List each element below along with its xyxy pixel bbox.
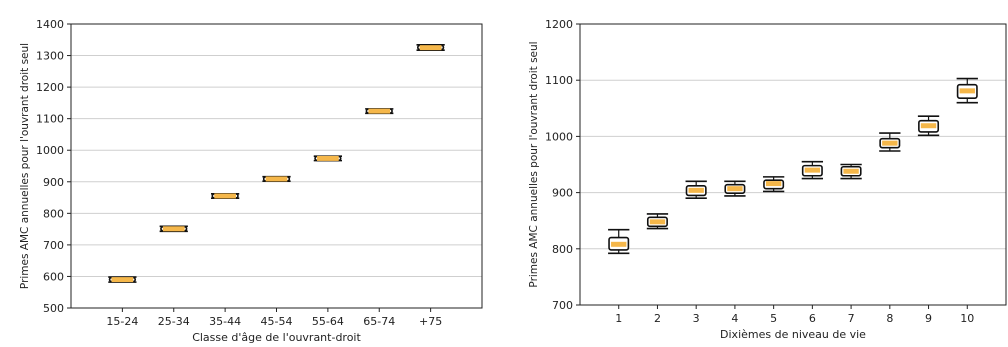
c0-median-1 bbox=[162, 226, 185, 232]
c0-ytick-label-7: 1200 bbox=[36, 81, 64, 94]
c1-x-axis-label: Dixièmes de niveau de vie bbox=[720, 328, 866, 341]
c0-ytick-label-1: 600 bbox=[43, 270, 64, 283]
c1-median-9 bbox=[959, 88, 975, 94]
c1-y-axis-label: Primes AMC annuelles pour l'ouvrant droi… bbox=[528, 41, 540, 287]
c1-median-3 bbox=[727, 186, 743, 192]
c1-median-4 bbox=[765, 181, 782, 187]
c0-xtick-label-6: +75 bbox=[419, 315, 442, 328]
chart-income-deciles: 700 800 900 1000 1100 1200 1 2 3 4 5 6 7 8 9 10 Dixièmes… bbox=[504, 0, 1008, 347]
c0-xtick-label-5: 65-74 bbox=[363, 315, 395, 328]
c1-xtick-label-0: 1 bbox=[615, 312, 622, 325]
c1-median-0 bbox=[611, 241, 627, 247]
c0-median-3 bbox=[265, 176, 288, 182]
c1-median-7 bbox=[882, 140, 898, 146]
c0-ytick-label-9: 1400 bbox=[36, 18, 64, 31]
c1-ytick-label-0: 700 bbox=[552, 299, 573, 312]
c1-xtick-label-6: 7 bbox=[848, 312, 855, 325]
c1-xtick-label-4: 5 bbox=[770, 312, 777, 325]
c0-ytick-label-8: 1300 bbox=[36, 50, 64, 63]
c0-ytick-label-0: 500 bbox=[43, 302, 64, 315]
c1-median-1 bbox=[649, 219, 666, 225]
c1-median-2 bbox=[688, 187, 704, 193]
c1-ytick-label-5: 1200 bbox=[545, 18, 573, 31]
c1-xtick-label-3: 4 bbox=[731, 312, 738, 325]
income-boxplot-svg: 700 800 900 1000 1100 1200 1 2 3 4 5 6 7 8 9 10 Dixièmes… bbox=[528, 18, 1007, 341]
c0-median-4 bbox=[317, 155, 339, 161]
chart-age-classes: 500 600 700 800 900 1000 1100 1200 1300 1400 15-24… bbox=[19, 18, 483, 344]
c0-xtick-label-3: 45-54 bbox=[261, 315, 293, 328]
c1-xtick-label-8: 9 bbox=[925, 312, 932, 325]
c1-median-5 bbox=[804, 167, 821, 173]
c1-median-6 bbox=[843, 168, 859, 174]
c1-ytick-label-1: 800 bbox=[552, 243, 573, 256]
c1-plot-frame bbox=[579, 23, 1007, 306]
c1-median-8 bbox=[920, 123, 937, 129]
c1-xtick-label-5: 6 bbox=[809, 312, 816, 325]
c0-plot-frame bbox=[70, 23, 483, 309]
c0-median-2 bbox=[214, 193, 236, 199]
c0-median-5 bbox=[368, 108, 391, 114]
c1-xtick-label-9: 10 bbox=[960, 312, 974, 325]
c0-median-6 bbox=[419, 45, 442, 51]
c0-x-axis-label: Classe d'âge de l'ouvrant-droit bbox=[192, 331, 361, 344]
c1-ytick-label-2: 900 bbox=[552, 187, 573, 200]
c0-xtick-label-1: 25-34 bbox=[158, 315, 190, 328]
c1-xtick-label-1: 2 bbox=[654, 312, 661, 325]
c1-ytick-label-4: 1100 bbox=[545, 74, 573, 87]
c0-y-axis-label: Primes AMC annuelles pour l'ouvrant droi… bbox=[19, 43, 31, 289]
c0-xtick-label-2: 35-44 bbox=[209, 315, 241, 328]
age-boxplot-svg: 500 600 700 800 900 1000 1100 1200 1300 1400 15-24… bbox=[19, 18, 483, 344]
c0-xtick-label-4: 55-64 bbox=[312, 315, 344, 328]
c0-ytick-label-4: 900 bbox=[43, 176, 64, 189]
c1-ytick-label-3: 1000 bbox=[545, 130, 573, 143]
c1-xtick-label-7: 8 bbox=[886, 312, 893, 325]
c0-ytick-label-5: 1000 bbox=[36, 144, 64, 157]
c0-ytick-label-3: 800 bbox=[43, 207, 64, 220]
c0-ytick-label-6: 1100 bbox=[36, 113, 64, 126]
c0-median-0 bbox=[111, 277, 134, 283]
c1-xtick-label-2: 3 bbox=[693, 312, 700, 325]
c0-ytick-label-2: 700 bbox=[43, 239, 64, 252]
c0-xtick-label-0: 15-24 bbox=[106, 315, 138, 328]
